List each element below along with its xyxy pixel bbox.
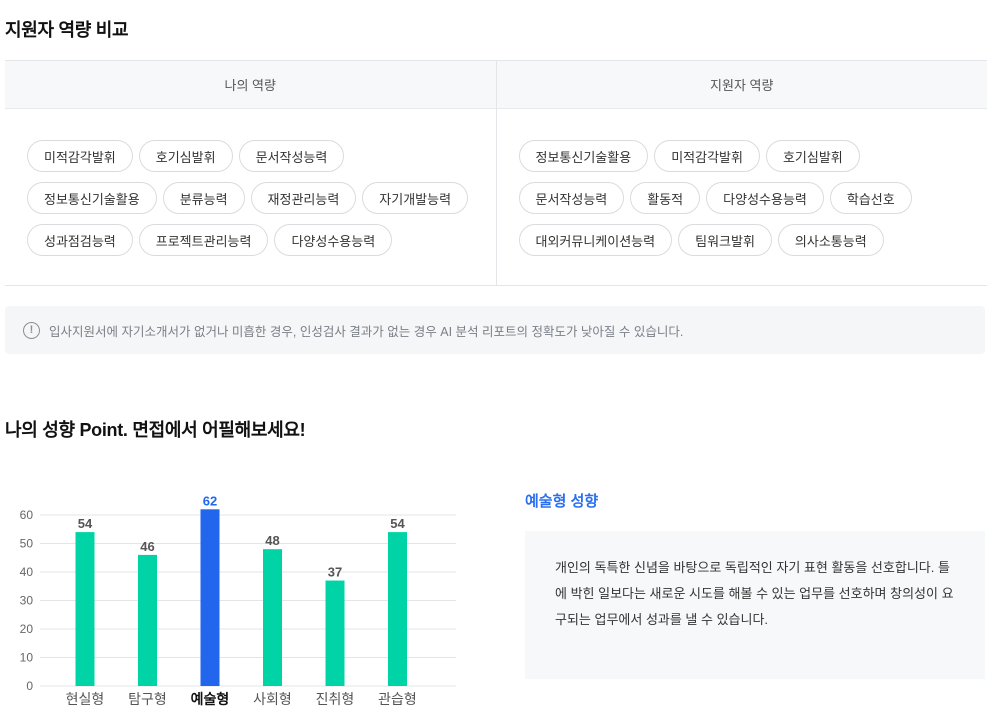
x-category-label: 관습형 — [378, 691, 417, 707]
mine-competency-tag: 분류능력 — [162, 182, 245, 214]
bar — [200, 509, 220, 686]
mine-competency-tag: 자기개발능력 — [362, 182, 469, 214]
info-icon: ! — [23, 321, 40, 339]
mine-competency-tag: 다양성수용능력 — [274, 224, 393, 256]
mine-tag-row: 성과점검능력 프로젝트관리능력 다양성수용능력 — [27, 224, 496, 256]
x-category-label: 진취형 — [316, 691, 355, 707]
y-tick-label: 0 — [26, 679, 33, 693]
compare-section-title: 지원자 역량 비교 — [5, 20, 129, 40]
type-description: 개인의 독특한 신념을 바탕으로 독립적인 자기 표현 활동을 선호합니다. 틀… — [555, 560, 954, 627]
bar-value-label: 37 — [328, 565, 342, 580]
accuracy-notice: ! 입사지원서에 자기소개서가 없거나 미흡한 경우, 인성검사 결과가 없는 … — [5, 306, 985, 354]
bar — [75, 532, 95, 686]
applicant-competency-tag: 팀워크발휘 — [678, 224, 772, 256]
bar — [138, 554, 157, 686]
mine-tag-row: 정보통신기술활용 분류능력 재정관리능력 자기개발능력 — [27, 182, 496, 214]
applicant-competency-tag: 미적감각발휘 — [654, 140, 760, 172]
mine-competency-tag: 재정관리능력 — [250, 182, 357, 214]
applicant-tag-row: 대외커뮤니케이션능력 팀워크발휘 의사소통능력 — [518, 224, 988, 256]
applicant-competency-tag: 학습선호 — [829, 182, 912, 214]
compare-header: 나의 역량 지원자 역량 — [5, 61, 987, 109]
x-category-label: 탐구형 — [128, 691, 167, 707]
bar-value-label: 62 — [203, 493, 217, 508]
mine-tag-row: 미적감각발휘 호기심발휘 문서작성능력 — [27, 140, 496, 172]
applicant-competency-tag: 의사소통능력 — [777, 224, 884, 256]
applicant-competency-tag: 다양성수용능력 — [706, 182, 824, 214]
y-tick-label: 40 — [20, 565, 34, 579]
type-description-box: 개인의 독특한 신념을 바탕으로 독립적인 자기 표현 활동을 선호합니다. 틀… — [525, 531, 985, 679]
x-category-label: 현실형 — [66, 691, 105, 707]
applicant-competency-tag: 정보통신기술활용 — [518, 140, 649, 172]
y-tick-label: 10 — [20, 651, 34, 665]
bar — [388, 532, 407, 686]
applicant-competency-tag: 활동적 — [630, 182, 701, 214]
mine-competency-tag: 문서작성능력 — [238, 140, 345, 172]
bar-value-label: 54 — [390, 516, 405, 531]
applicant-tag-row: 정보통신기술활용 미적감각발휘 호기심발휘 — [518, 140, 988, 172]
y-tick-label: 20 — [20, 622, 34, 636]
tendency-section-title: 나의 성향 Point. 면접에서 어필해보세요! — [5, 420, 306, 440]
applicant-competency-tag: 대외커뮤니케이션능력 — [518, 224, 673, 256]
mine-competency-tag: 정보통신기술활용 — [27, 182, 157, 214]
applicant-competency-tag: 호기심발휘 — [765, 140, 860, 172]
bar-value-label: 54 — [78, 516, 93, 531]
applicant-header: 지원자 역량 — [710, 78, 774, 93]
y-tick-label: 60 — [20, 508, 34, 522]
bar — [263, 549, 282, 686]
bar — [325, 580, 345, 686]
x-category-label: 예술형 — [191, 691, 230, 707]
mine-competency-tag: 호기심발휘 — [138, 140, 233, 172]
competency-compare-table: 나의 역량 지원자 역량 미적감각발휘 호기심발휘 문서작성능력 정보통신기술활용 분류… — [5, 60, 987, 286]
mine-header: 나의 역량 — [5, 61, 497, 108]
y-tick-label: 30 — [20, 594, 34, 608]
mine-competency-tag: 성과점검능력 — [27, 224, 133, 256]
bar-value-label: 48 — [265, 533, 279, 548]
y-tick-label: 50 — [20, 537, 34, 551]
bar-value-label: 46 — [140, 539, 154, 554]
x-category-label: 사회형 — [253, 691, 292, 707]
applicant-competency-tag: 문서작성능력 — [518, 182, 625, 214]
mine-competency-tag: 프로젝트관리능력 — [138, 224, 269, 256]
tendency-bar-chart: 0 10 20 30 40 50 60 54 현실형 46 탐구형 62 예술형 48 사회형 37 진취형 54… — [20, 493, 456, 707]
type-title: 예술형 성향 — [525, 493, 599, 510]
applicant-tag-row: 문서작성능력 활동적 다양성수용능력 학습선호 — [518, 182, 988, 214]
notice-text: 입사지원서에 자기소개서가 없거나 미흡한 경우, 인성검사 결과가 없는 경우… — [49, 324, 684, 339]
mine-competency-tag: 미적감각발휘 — [27, 140, 133, 172]
